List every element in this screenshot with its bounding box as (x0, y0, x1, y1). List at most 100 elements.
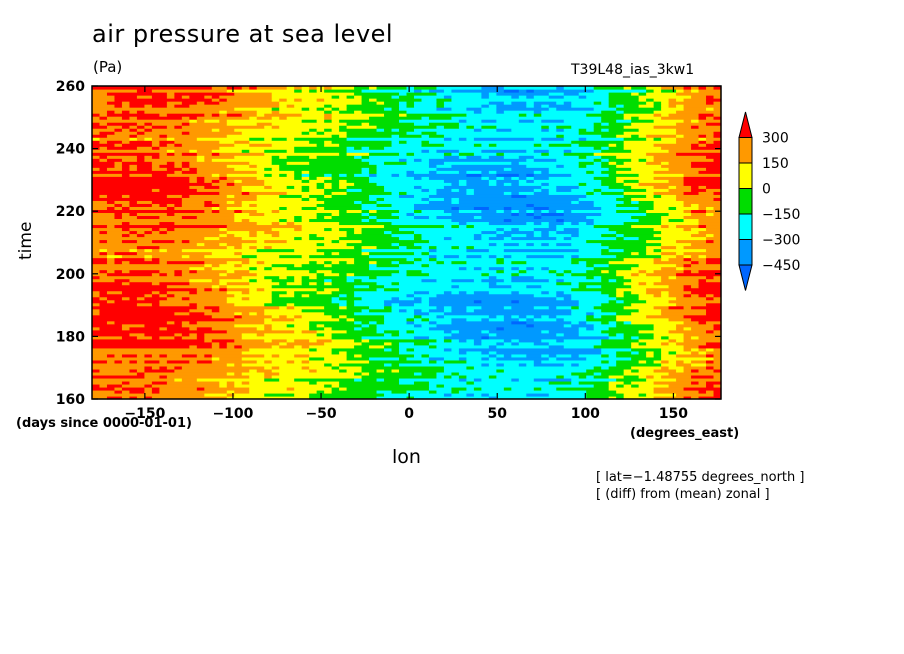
heat-cell (339, 185, 347, 189)
heat-cell (443, 101, 490, 105)
heat-cell (399, 344, 430, 349)
heat-cell (92, 386, 115, 391)
heat-cell (616, 209, 647, 214)
heat-cell (413, 314, 422, 319)
heat-cell (92, 140, 100, 144)
heat-cell (369, 323, 377, 328)
heat-cell (361, 212, 370, 217)
y-tick-label: 200 (56, 267, 85, 283)
heat-cell (413, 194, 430, 198)
heat-cell (601, 353, 610, 358)
heat-cell (638, 92, 647, 96)
heat-cell (706, 278, 722, 283)
heat-cell (608, 395, 617, 400)
heat-cell (324, 113, 333, 117)
heat-cell (616, 161, 625, 165)
heat-cell (391, 389, 407, 394)
heat-cell (159, 293, 168, 298)
heat-cell (541, 119, 565, 123)
heat-cell (676, 245, 684, 250)
heat-cell (211, 341, 220, 346)
heat-cell (249, 386, 288, 391)
heat-cell (488, 314, 497, 319)
heat-cell (92, 353, 108, 358)
heat-cell (226, 260, 243, 265)
heat-cell (428, 335, 445, 340)
heat-cell (698, 134, 707, 138)
heat-cell (174, 269, 183, 274)
heat-cell (593, 161, 602, 165)
heat-cell (294, 278, 303, 283)
heat-cell (316, 98, 325, 102)
heat-cell (616, 293, 625, 298)
heat-cell (653, 359, 662, 364)
heat-cell (623, 371, 669, 376)
heat-cell (361, 278, 422, 283)
heat-cell (608, 248, 625, 253)
heat-cell (661, 341, 669, 346)
heat-cell (316, 203, 362, 207)
heat-cell (578, 326, 587, 331)
heat-cell (264, 260, 310, 265)
heat-cell (399, 350, 460, 355)
heat-cell (526, 362, 535, 367)
heat-cell (331, 140, 392, 144)
heat-cell (458, 356, 467, 361)
heat-cell (496, 374, 557, 379)
heat-cell (668, 206, 677, 210)
heat-cell (488, 281, 497, 286)
heat-cell (151, 335, 160, 340)
heat-cell (286, 305, 295, 310)
heat-cell (563, 362, 572, 367)
heat-cell (496, 227, 505, 232)
heat-cell (99, 311, 175, 316)
heat-cell (526, 209, 535, 214)
heat-cell (121, 296, 130, 301)
heat-cell (638, 338, 669, 343)
heat-cell (144, 395, 153, 400)
heat-cell (563, 323, 572, 328)
heat-cell (369, 116, 422, 120)
heat-cell (608, 263, 640, 268)
heat-cell (556, 374, 565, 379)
heat-cell (376, 170, 407, 174)
heat-cell (406, 293, 415, 298)
heat-cell (264, 323, 273, 328)
heat-cell (294, 98, 303, 102)
heat-cell (653, 257, 662, 262)
heat-cell (271, 155, 280, 159)
heat-cell (541, 233, 550, 238)
heat-cell (413, 371, 422, 376)
colorbar-label: 300 (762, 131, 789, 147)
heat-cell (578, 302, 602, 307)
heat-cell (399, 341, 415, 346)
heat-cell (309, 170, 362, 174)
heat-cell (234, 323, 265, 328)
heat-cell (691, 269, 699, 274)
heat-cell (586, 392, 625, 397)
heat-cell (324, 251, 333, 256)
heat-cell (286, 155, 310, 159)
heat-cell (676, 392, 714, 397)
heat-cell (324, 323, 362, 328)
heat-cell (428, 326, 497, 331)
heat-cell (706, 296, 714, 301)
heat-cell (631, 197, 677, 201)
heat-cell (354, 311, 415, 316)
heat-cell (249, 290, 273, 295)
heat-cell (488, 344, 497, 349)
heat-cell (339, 296, 362, 301)
heat-cell (294, 215, 303, 220)
heat-cell (601, 341, 632, 346)
heat-cell (481, 92, 490, 96)
heat-cell (144, 365, 153, 370)
heat-cell (578, 155, 587, 159)
heat-cell (226, 344, 235, 349)
heat-cell (436, 131, 580, 135)
heat-cell (234, 200, 243, 204)
heat-cell (548, 149, 565, 153)
heat-cell (571, 242, 602, 247)
heat-cell (354, 257, 407, 262)
heat-cell (204, 254, 243, 259)
heat-cell (316, 272, 325, 277)
